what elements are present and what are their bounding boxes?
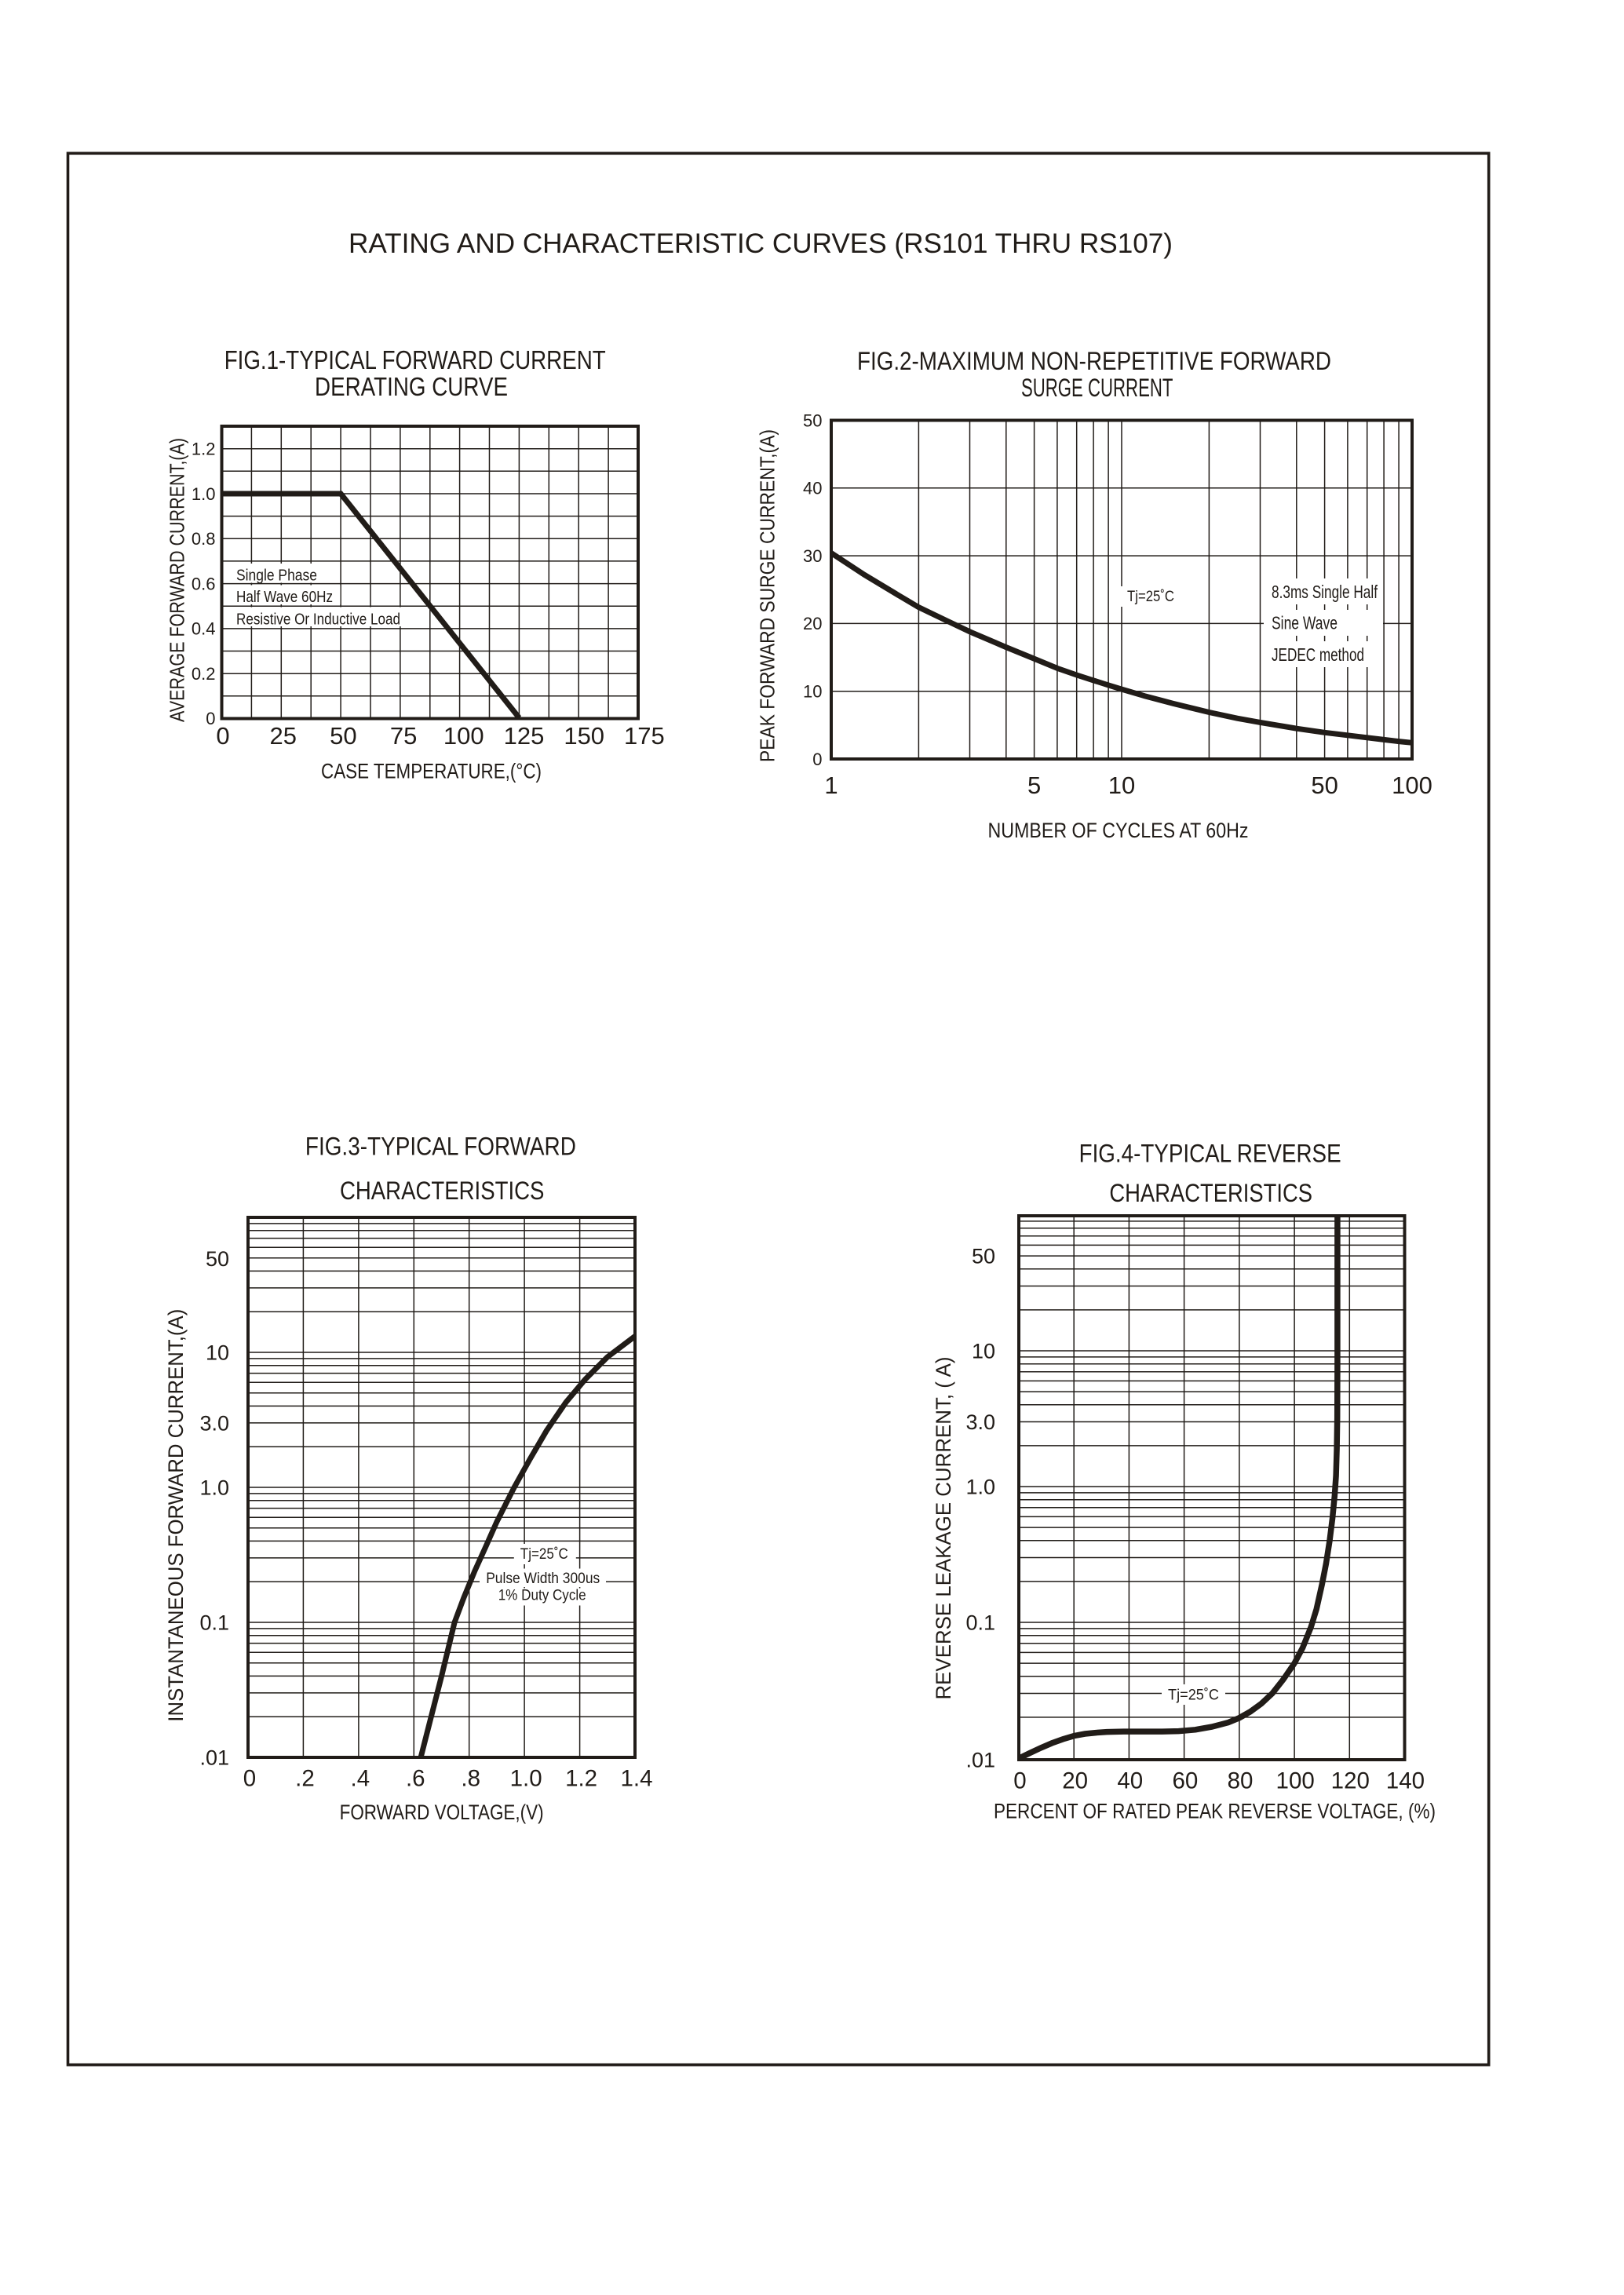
svg-text:INSTANTANEOUS FORWARD CURRENT,: INSTANTANEOUS FORWARD CURRENT,(A) xyxy=(164,1309,188,1722)
svg-text:FIG.1-TYPICAL FORWARD CURRENT: FIG.1-TYPICAL FORWARD CURRENT xyxy=(224,345,606,374)
svg-text:1.0: 1.0 xyxy=(965,1476,995,1499)
svg-text:0.4: 0.4 xyxy=(192,619,216,639)
svg-text:50: 50 xyxy=(803,410,822,430)
svg-text:3.0: 3.0 xyxy=(965,1410,995,1434)
svg-text:NUMBER OF CYCLES AT 60Hz: NUMBER OF CYCLES AT 60Hz xyxy=(988,819,1249,842)
svg-text:50: 50 xyxy=(1311,772,1338,799)
svg-text:10: 10 xyxy=(972,1340,995,1363)
svg-text:FIG.3-TYPICAL FORWARD: FIG.3-TYPICAL FORWARD xyxy=(305,1133,576,1161)
svg-text:0: 0 xyxy=(243,1766,256,1792)
svg-text:CHARACTERISTICS: CHARACTERISTICS xyxy=(340,1177,545,1205)
svg-text:1.2: 1.2 xyxy=(565,1766,597,1792)
svg-text:DERATING CURVE: DERATING CURVE xyxy=(315,372,508,401)
svg-text:75: 75 xyxy=(390,722,417,750)
svg-text:Half Wave 60Hz: Half Wave 60Hz xyxy=(236,589,333,606)
svg-text:Resistive Or Inductive Load: Resistive Or Inductive Load xyxy=(236,611,400,629)
svg-text:1: 1 xyxy=(824,772,838,799)
svg-text:100: 100 xyxy=(1392,772,1432,799)
svg-text:FIG.2-MAXIMUM NON-REPETITIVE F: FIG.2-MAXIMUM NON-REPETITIVE FORWARD xyxy=(857,347,1331,375)
svg-text:50: 50 xyxy=(972,1245,995,1268)
svg-text:3.0: 3.0 xyxy=(199,1412,229,1436)
svg-text:100: 100 xyxy=(443,722,484,750)
svg-text:1.0: 1.0 xyxy=(510,1766,542,1792)
svg-text:1% Duty Cycle: 1% Duty Cycle xyxy=(498,1587,586,1604)
svg-text:50: 50 xyxy=(206,1247,229,1271)
svg-text:SURGE CURRENT: SURGE CURRENT xyxy=(1021,374,1173,402)
svg-text:Sine Wave: Sine Wave xyxy=(1272,612,1338,633)
svg-text:Tj=25˚C: Tj=25˚C xyxy=(520,1546,568,1563)
svg-text:.01: .01 xyxy=(965,1749,995,1772)
svg-text:.01: .01 xyxy=(199,1746,229,1770)
svg-text:140: 140 xyxy=(1386,1768,1425,1794)
svg-text:1.0: 1.0 xyxy=(199,1476,229,1500)
svg-text:40: 40 xyxy=(803,479,822,498)
svg-text:80: 80 xyxy=(1228,1768,1254,1794)
svg-text:10: 10 xyxy=(803,682,822,702)
svg-text:Pulse Width 300us: Pulse Width 300us xyxy=(486,1571,600,1587)
svg-text:150: 150 xyxy=(564,722,604,750)
svg-text:0.8: 0.8 xyxy=(192,529,216,549)
svg-text:1.0: 1.0 xyxy=(192,484,216,504)
svg-text:REVERSE LEAKAGE CURRENT, ( A): REVERSE LEAKAGE CURRENT, ( A) xyxy=(932,1357,955,1700)
svg-text:CASE TEMPERATURE,(°C): CASE TEMPERATURE,(°C) xyxy=(321,760,542,783)
svg-text:1.4: 1.4 xyxy=(621,1766,653,1792)
svg-text:60: 60 xyxy=(1172,1768,1198,1794)
svg-text:Single Phase: Single Phase xyxy=(236,567,317,585)
svg-text:40: 40 xyxy=(1117,1768,1143,1794)
svg-text:.6: .6 xyxy=(406,1766,425,1792)
svg-text:Tj=25˚C: Tj=25˚C xyxy=(1168,1687,1219,1704)
svg-text:PEAK FORWARD SURGE CURRENT,(A): PEAK FORWARD SURGE CURRENT,(A) xyxy=(756,429,779,762)
svg-text:100: 100 xyxy=(1276,1768,1315,1794)
svg-text:.8: .8 xyxy=(461,1766,480,1792)
svg-text:0.6: 0.6 xyxy=(192,574,216,593)
svg-text:20: 20 xyxy=(803,614,822,633)
svg-text:30: 30 xyxy=(803,546,822,566)
svg-text:JEDEC method: JEDEC method xyxy=(1272,644,1364,665)
svg-text:8.3ms Single Half: 8.3ms Single Half xyxy=(1272,582,1378,602)
svg-text:0: 0 xyxy=(812,750,822,769)
svg-text:Tj=25˚C: Tj=25˚C xyxy=(1127,588,1174,605)
svg-text:0.1: 0.1 xyxy=(965,1611,995,1635)
svg-text:PERCENT OF RATED PEAK REVERSE: PERCENT OF RATED PEAK REVERSE VOLTAGE, (… xyxy=(994,1800,1436,1823)
svg-text:CHARACTERISTICS: CHARACTERISTICS xyxy=(1109,1179,1312,1207)
svg-text:0.1: 0.1 xyxy=(199,1611,229,1635)
svg-text:5: 5 xyxy=(1027,772,1041,799)
svg-text:.4: .4 xyxy=(351,1766,370,1792)
svg-text:50: 50 xyxy=(330,722,356,750)
svg-text:0: 0 xyxy=(216,722,229,750)
svg-text:FIG.4-TYPICAL REVERSE: FIG.4-TYPICAL REVERSE xyxy=(1079,1139,1341,1167)
svg-text:RATING AND CHARACTERISTIC CURV: RATING AND CHARACTERISTIC CURVES (RS101 … xyxy=(349,228,1173,259)
svg-text:20: 20 xyxy=(1062,1768,1088,1794)
svg-text:1.2: 1.2 xyxy=(192,440,216,459)
svg-text:10: 10 xyxy=(206,1341,229,1365)
svg-text:0: 0 xyxy=(1013,1768,1026,1794)
svg-text:0: 0 xyxy=(206,709,215,728)
svg-text:25: 25 xyxy=(269,722,296,750)
svg-text:10: 10 xyxy=(1108,772,1135,799)
svg-text:AVERAGE FORWARD CURRENT,(A): AVERAGE FORWARD CURRENT,(A) xyxy=(166,438,189,722)
svg-text:125: 125 xyxy=(504,722,545,750)
svg-text:175: 175 xyxy=(624,722,665,750)
svg-text:0.2: 0.2 xyxy=(192,664,216,684)
svg-text:FORWARD VOLTAGE,(V): FORWARD VOLTAGE,(V) xyxy=(340,1801,544,1824)
svg-text:120: 120 xyxy=(1331,1768,1370,1794)
svg-text:.2: .2 xyxy=(295,1766,315,1792)
